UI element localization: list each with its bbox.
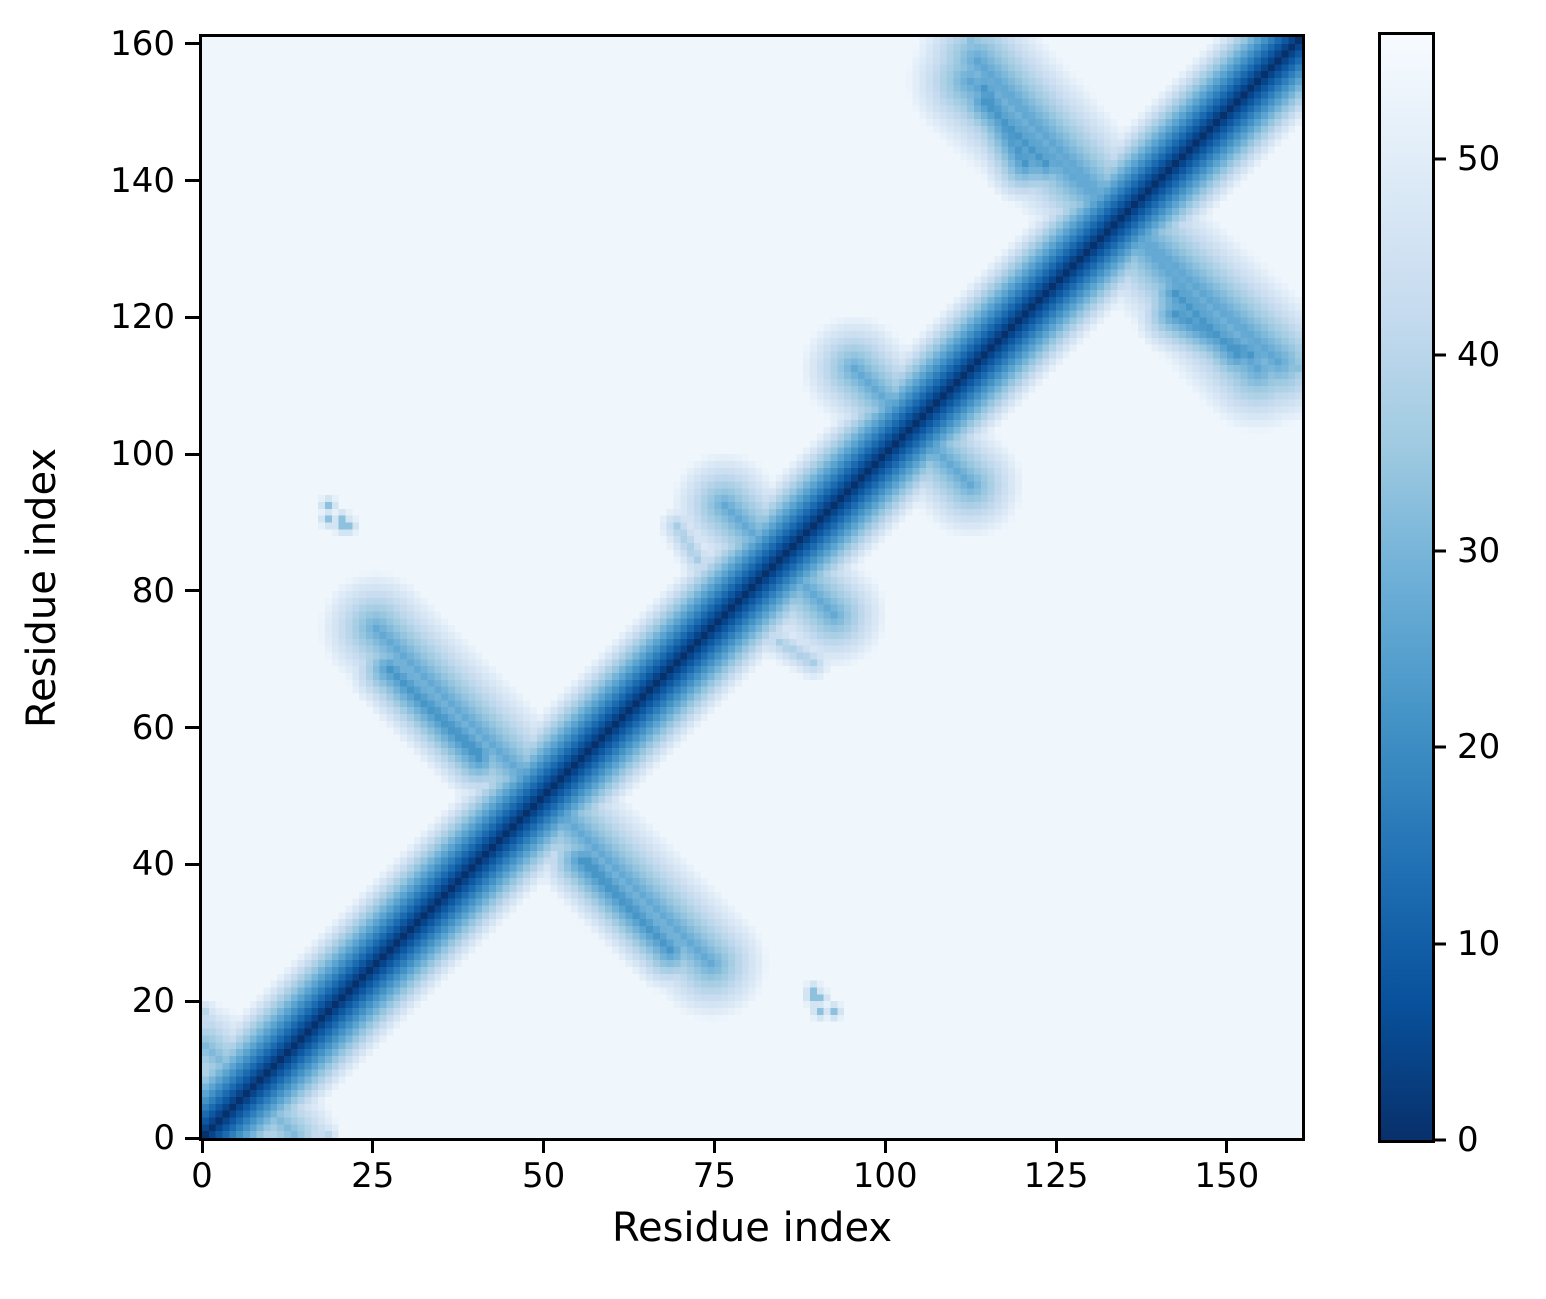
colorbar-tick-label: 10 bbox=[1457, 923, 1501, 964]
x-tick-mark bbox=[200, 1138, 204, 1153]
colorbar-tick-mark bbox=[1432, 353, 1446, 357]
y-tick-label: 120 bbox=[110, 297, 175, 338]
y-axis-label: Residue index bbox=[19, 447, 65, 729]
x-axis-label: Residue index bbox=[611, 1205, 893, 1251]
colorbar-tick-mark bbox=[1432, 1138, 1446, 1142]
y-tick-label: 20 bbox=[131, 981, 175, 1022]
colorbar-gradient bbox=[1381, 35, 1432, 1140]
colorbar-tick-mark bbox=[1432, 549, 1446, 553]
y-tick-mark bbox=[185, 862, 199, 866]
y-tick-mark bbox=[185, 999, 199, 1003]
colorbar-tick-label: 0 bbox=[1457, 1120, 1479, 1160]
y-tick-mark bbox=[185, 589, 199, 593]
y-tick-mark bbox=[185, 42, 199, 46]
y-tick-label: 160 bbox=[110, 23, 175, 64]
x-tick-mark bbox=[542, 1138, 546, 1153]
x-tick-label: 25 bbox=[351, 1156, 395, 1196]
y-tick-label: 0 bbox=[153, 1118, 175, 1158]
y-tick-mark bbox=[185, 1136, 199, 1140]
y-tick-label: 140 bbox=[110, 160, 175, 201]
y-tick-label: 80 bbox=[131, 570, 175, 611]
y-tick-mark bbox=[185, 179, 199, 183]
y-tick-mark bbox=[185, 726, 199, 730]
x-tick-label: 100 bbox=[852, 1156, 918, 1196]
x-tick-mark bbox=[1225, 1138, 1229, 1153]
x-tick-mark bbox=[883, 1138, 887, 1153]
colorbar-tick-mark bbox=[1432, 942, 1446, 946]
x-tick-label: 75 bbox=[692, 1156, 737, 1196]
y-tick-mark bbox=[185, 452, 199, 456]
contact-map-canvas bbox=[202, 37, 1302, 1138]
colorbar: 0 10 20 30 40 50 bbox=[1378, 32, 1500, 1157]
colorbar-tick-mark bbox=[1432, 157, 1446, 161]
x-tick-label: 150 bbox=[1194, 1156, 1260, 1196]
y-tick-label: 60 bbox=[131, 707, 175, 748]
colorbar-tick-mark bbox=[1432, 745, 1446, 749]
x-tick-mark bbox=[371, 1138, 375, 1153]
contact-map-plot: 0 25 50 75 100 125 150 0 20 40 60 80 100 120 140 160 bbox=[110, 27, 1305, 1193]
x-tick-label: 125 bbox=[1023, 1156, 1089, 1196]
x-tick-mark bbox=[712, 1138, 716, 1153]
y-tick-mark bbox=[185, 315, 199, 319]
x-tick-label: 0 bbox=[191, 1156, 213, 1196]
x-tick-label: 50 bbox=[521, 1156, 566, 1196]
y-tick-label: 40 bbox=[131, 844, 175, 885]
colorbar-tick-label: 20 bbox=[1457, 727, 1501, 768]
colorbar-tick-label: 30 bbox=[1457, 531, 1501, 572]
x-tick-mark bbox=[1054, 1138, 1058, 1153]
colorbar-tick-label: 40 bbox=[1457, 334, 1501, 375]
colorbar-tick-label: 50 bbox=[1457, 138, 1501, 179]
y-tick-label: 100 bbox=[110, 434, 175, 475]
